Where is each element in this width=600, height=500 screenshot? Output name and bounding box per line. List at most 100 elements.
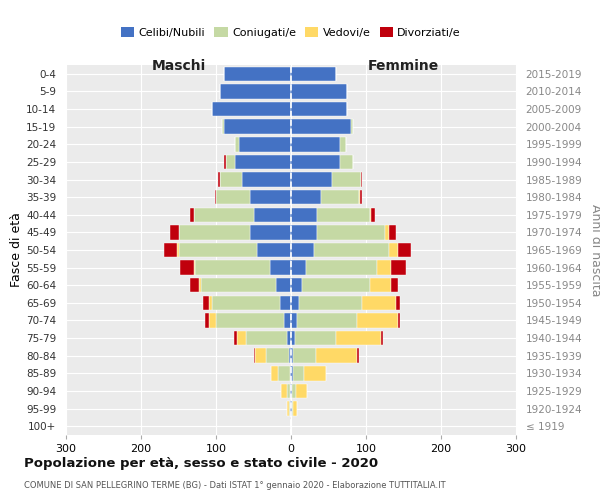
- Bar: [254, 208, 291, 222]
- Bar: [361, 172, 362, 186]
- Bar: [255, 348, 266, 363]
- Bar: [281, 384, 287, 398]
- Bar: [287, 402, 289, 416]
- Y-axis label: Fasce di età: Fasce di età: [10, 212, 23, 288]
- Bar: [222, 120, 223, 134]
- Bar: [257, 243, 291, 257]
- Bar: [180, 260, 193, 275]
- Bar: [278, 366, 290, 380]
- Bar: [357, 314, 398, 328]
- Bar: [391, 260, 406, 275]
- Bar: [292, 402, 293, 416]
- Bar: [291, 66, 336, 81]
- Bar: [250, 190, 291, 204]
- Bar: [391, 278, 398, 292]
- Bar: [284, 314, 291, 328]
- Bar: [266, 348, 289, 363]
- Bar: [317, 208, 370, 222]
- Bar: [201, 278, 276, 292]
- Bar: [290, 366, 291, 380]
- Bar: [215, 190, 216, 204]
- Bar: [357, 348, 359, 363]
- Bar: [385, 225, 389, 240]
- Bar: [299, 296, 362, 310]
- Bar: [239, 137, 291, 152]
- Bar: [332, 172, 361, 186]
- Bar: [359, 190, 360, 204]
- Text: COMUNE DI SAN PELLEGRINO TERME (BG) - Dati ISTAT 1° gennaio 2020 - Elaborazione : COMUNE DI SAN PELLEGRINO TERME (BG) - Da…: [24, 480, 446, 490]
- Bar: [177, 243, 179, 257]
- Bar: [396, 296, 400, 310]
- Bar: [203, 296, 209, 310]
- Bar: [371, 208, 375, 222]
- Y-axis label: Anni di nascita: Anni di nascita: [589, 204, 600, 296]
- Bar: [291, 260, 306, 275]
- Bar: [340, 154, 353, 169]
- Bar: [291, 154, 340, 169]
- Bar: [179, 243, 257, 257]
- Bar: [290, 402, 291, 416]
- Bar: [306, 260, 377, 275]
- Bar: [170, 225, 179, 240]
- Bar: [293, 402, 297, 416]
- Bar: [242, 172, 291, 186]
- Bar: [304, 366, 326, 380]
- Bar: [291, 137, 340, 152]
- Bar: [370, 278, 391, 292]
- Bar: [212, 296, 280, 310]
- Bar: [291, 278, 302, 292]
- Bar: [224, 154, 226, 169]
- Bar: [291, 331, 295, 345]
- Bar: [289, 348, 291, 363]
- Bar: [190, 208, 193, 222]
- Bar: [302, 278, 370, 292]
- Bar: [381, 331, 383, 345]
- Bar: [389, 225, 396, 240]
- Bar: [199, 278, 201, 292]
- Bar: [362, 296, 396, 310]
- Bar: [246, 331, 287, 345]
- Bar: [254, 348, 255, 363]
- Bar: [234, 331, 237, 345]
- Bar: [290, 384, 291, 398]
- Bar: [218, 172, 220, 186]
- Bar: [293, 348, 316, 363]
- Bar: [250, 225, 291, 240]
- Legend: Celibi/Nubili, Coniugati/e, Vedovi/e, Divorziati/e: Celibi/Nubili, Coniugati/e, Vedovi/e, Di…: [116, 22, 466, 42]
- Bar: [291, 314, 297, 328]
- Bar: [295, 331, 336, 345]
- Bar: [179, 225, 250, 240]
- Bar: [193, 208, 254, 222]
- Bar: [195, 260, 270, 275]
- Bar: [377, 260, 391, 275]
- Bar: [314, 243, 389, 257]
- Text: Maschi: Maschi: [151, 59, 206, 73]
- Bar: [205, 314, 209, 328]
- Bar: [291, 348, 293, 363]
- Bar: [190, 278, 199, 292]
- Bar: [235, 154, 291, 169]
- Bar: [287, 384, 290, 398]
- Text: Femmine: Femmine: [368, 59, 439, 73]
- Bar: [296, 384, 307, 398]
- Bar: [291, 384, 292, 398]
- Bar: [291, 84, 347, 98]
- Bar: [340, 137, 346, 152]
- Bar: [216, 190, 250, 204]
- Bar: [398, 243, 411, 257]
- Bar: [209, 314, 216, 328]
- Bar: [291, 243, 314, 257]
- Bar: [291, 402, 292, 416]
- Bar: [287, 331, 291, 345]
- Bar: [271, 366, 278, 380]
- Bar: [289, 402, 290, 416]
- Bar: [297, 314, 357, 328]
- Bar: [220, 172, 242, 186]
- Bar: [237, 331, 246, 345]
- Bar: [223, 120, 291, 134]
- Bar: [398, 314, 400, 328]
- Text: Popolazione per età, sesso e stato civile - 2020: Popolazione per età, sesso e stato civil…: [24, 458, 378, 470]
- Bar: [293, 366, 304, 380]
- Bar: [276, 278, 291, 292]
- Bar: [235, 137, 239, 152]
